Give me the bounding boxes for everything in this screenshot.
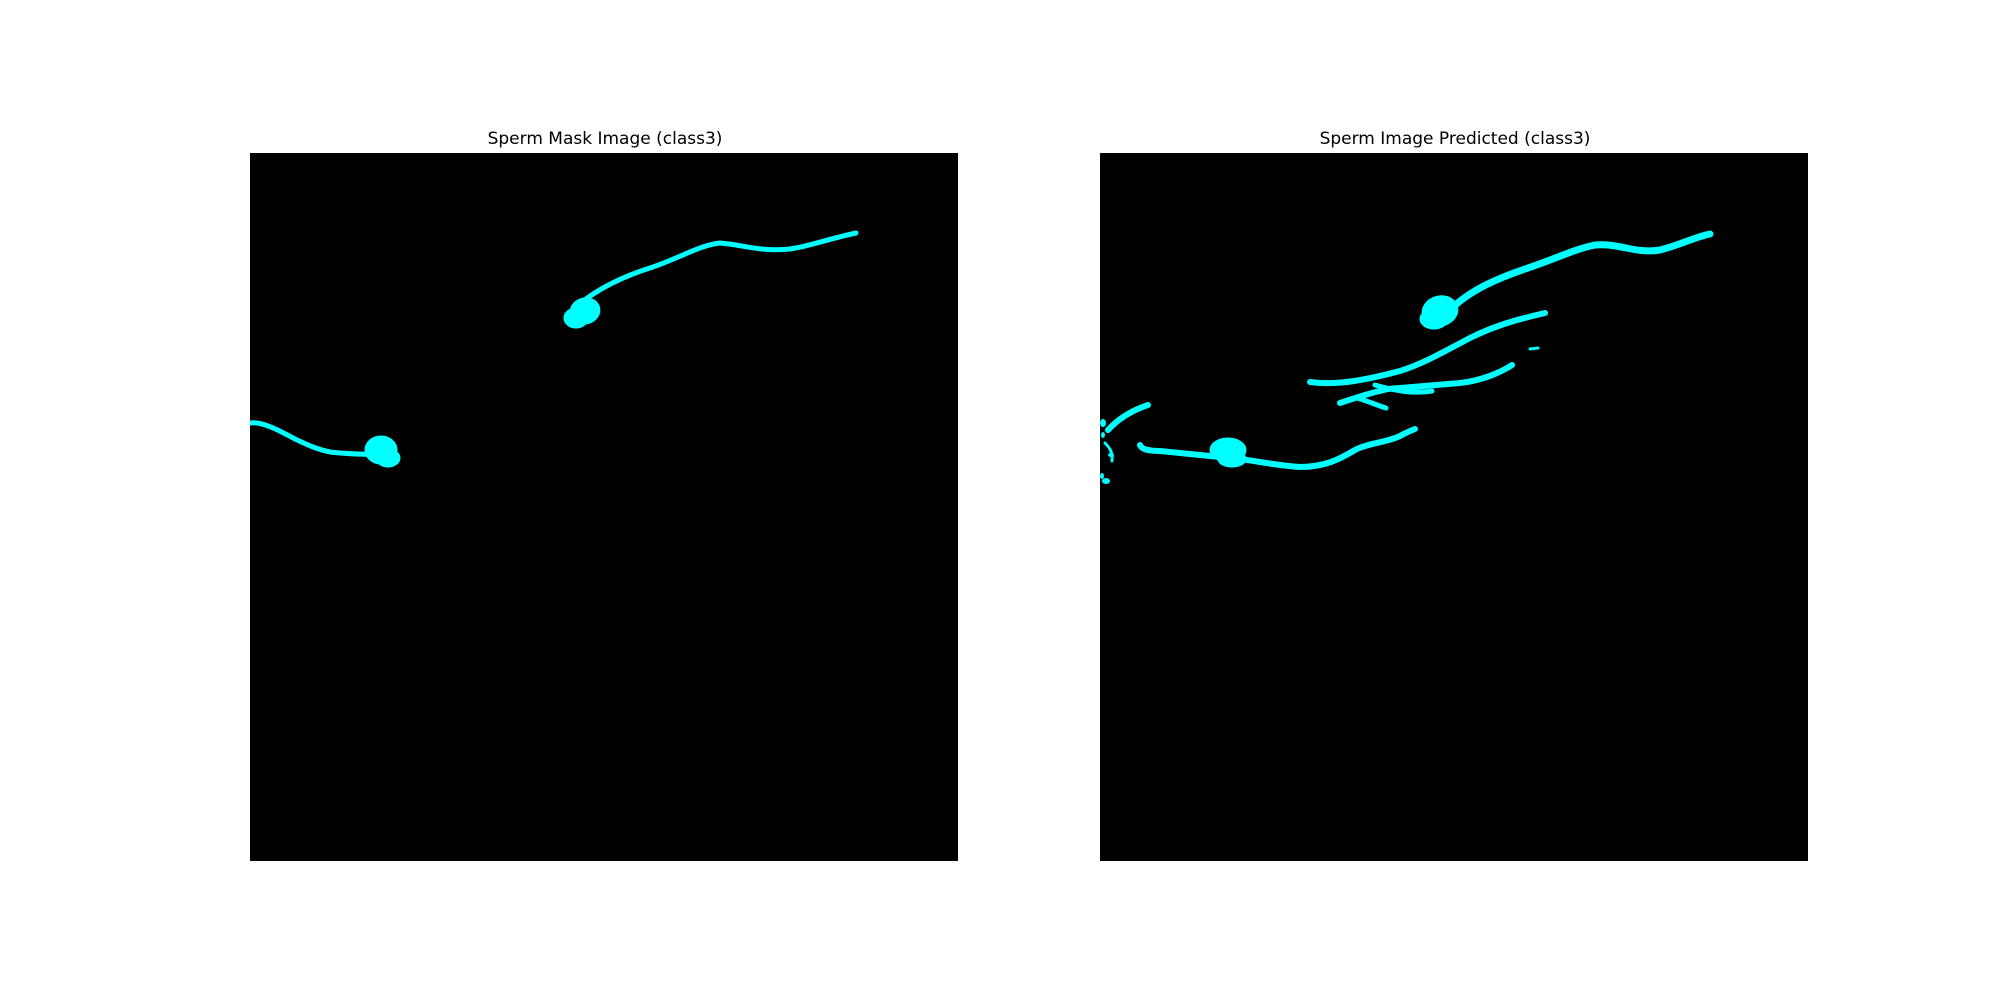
predicted-fragment-3 bbox=[1372, 382, 1435, 395]
mask-cell-2 bbox=[250, 420, 401, 468]
mask-image bbox=[250, 153, 958, 861]
predicted-cell-1 bbox=[1419, 230, 1714, 330]
mask-cell-1-tail bbox=[569, 230, 859, 314]
mask-image-background bbox=[250, 153, 958, 861]
predicted-fragment-4 bbox=[1354, 395, 1389, 411]
predicted-fragment-7 bbox=[1103, 441, 1114, 463]
predicted-cell-1-head-lower bbox=[1419, 308, 1449, 330]
predicted-image-background bbox=[1100, 153, 1808, 861]
predicted-noise-spot-3 bbox=[1108, 453, 1114, 457]
mask-cell-2-head-lower bbox=[375, 448, 401, 468]
predicted-fragment-1 bbox=[1307, 310, 1548, 387]
predicted-noise-spot-2 bbox=[1101, 432, 1105, 438]
predicted-panel: Sperm Image Predicted (class3) bbox=[1100, 125, 1810, 861]
mask-panel-title: Sperm Mask Image (class3) bbox=[487, 129, 723, 149]
mask-cell-1-head-lower bbox=[563, 307, 589, 329]
predicted-image bbox=[1100, 153, 1808, 861]
predicted-noise-spot-5 bbox=[1100, 473, 1104, 479]
predicted-fragment-5 bbox=[1528, 346, 1540, 351]
predicted-cell-2 bbox=[1137, 426, 1418, 471]
predicted-fragment-6 bbox=[1105, 402, 1151, 433]
predicted-noise-spot-1 bbox=[1100, 419, 1106, 427]
mask-panel: Sperm Mask Image (class3) bbox=[250, 125, 960, 861]
predicted-noise-spots bbox=[1100, 419, 1114, 484]
predicted-noise-spot-4 bbox=[1102, 478, 1110, 484]
predicted-panel-title: Sperm Image Predicted (class3) bbox=[1319, 129, 1591, 149]
predicted-cell-2-head-lower bbox=[1217, 450, 1247, 468]
predicted-fragment-2 bbox=[1337, 362, 1515, 406]
predicted-tail-fragments bbox=[1103, 310, 1548, 463]
predicted-cell-1-tail bbox=[1446, 230, 1714, 314]
predicted-cell-2-tail bbox=[1137, 426, 1418, 471]
mask-cell-1 bbox=[563, 230, 859, 329]
mask-cell-2-tail bbox=[250, 420, 385, 458]
